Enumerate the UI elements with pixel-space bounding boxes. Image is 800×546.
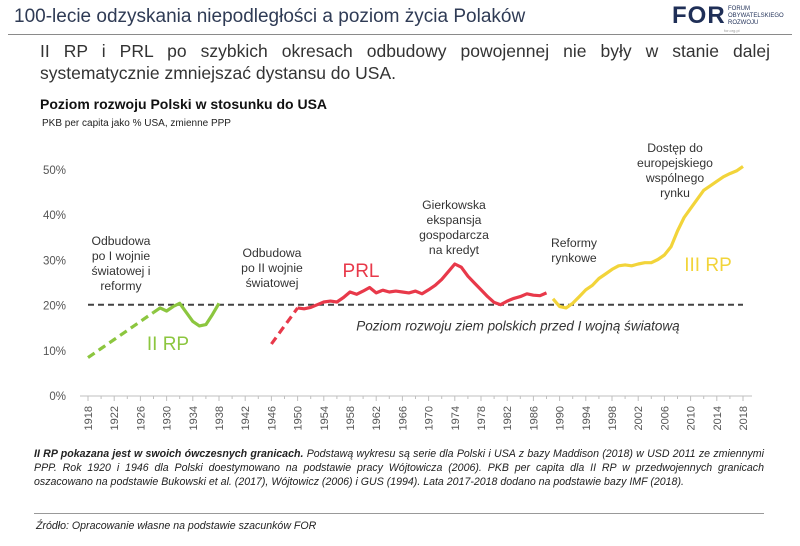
annotation-text: po I wojnie <box>92 249 150 263</box>
reference-line-label: Poziom rozwoju ziem polskich przed I woj… <box>356 319 680 334</box>
annotation-text: światowej <box>246 276 299 290</box>
x-tick-label: 2010 <box>686 406 698 430</box>
footnote-text: Podstawą wykresu są serie dla Polski i U… <box>34 448 764 488</box>
annotation-text: Dostęp do <box>647 141 703 155</box>
annotation-text: po II wojnie <box>241 261 303 275</box>
annotation-text: światowej i <box>92 264 151 278</box>
y-tick-label: 50% <box>43 165 66 177</box>
series-line-prl <box>270 306 299 345</box>
x-tick-label: 1998 <box>607 406 619 430</box>
x-tick-label: 1954 <box>319 406 331 430</box>
annotation-text: Reformy <box>551 236 598 250</box>
annotation-text: rynku <box>660 186 690 200</box>
annotation-text: gospodarcza <box>419 228 489 242</box>
x-tick-label: 1962 <box>371 406 383 430</box>
series-line-iii-rp <box>551 165 744 310</box>
x-tick-label: 1978 <box>476 406 488 430</box>
x-tick-label: 1986 <box>528 406 540 430</box>
annotation-text: Gierkowska <box>422 198 486 212</box>
x-tick-label: 1930 <box>162 406 174 430</box>
source-divider <box>34 513 764 514</box>
x-tick-label: 1946 <box>266 406 278 430</box>
footnote-bold: II RP pokazana jest w swoich ówczesnych … <box>34 448 304 460</box>
series-label-iii-rp: III RP <box>684 255 732 276</box>
logo-subtext: FORUM OBYWATELSKIEGO ROZWOJU <box>728 6 784 26</box>
header-divider <box>8 34 792 35</box>
y-tick-label: 0% <box>49 391 66 403</box>
x-tick-label: 1970 <box>424 406 436 430</box>
annotation-text: Odbudowa <box>243 246 302 260</box>
footnote: II RP pokazana jest w swoich ówczesnych … <box>34 447 764 489</box>
annotation-text: ekspansja <box>427 213 482 227</box>
series-line-prl <box>297 262 548 311</box>
annotation-text: wspólnego <box>645 171 704 185</box>
y-tick-label: 40% <box>43 210 66 222</box>
x-tick-label: 1942 <box>240 406 252 430</box>
x-tick-label: 1938 <box>214 406 226 430</box>
x-tick-label: 1982 <box>502 406 514 430</box>
x-tick-label: 1950 <box>293 406 305 430</box>
lead-text: II RP i PRL po szybkich okresach odbudow… <box>40 41 770 83</box>
series-line-ii-rp <box>152 301 221 328</box>
x-tick-label: 2002 <box>633 406 645 430</box>
source-text: Źródło: Opracowanie własne na podstawie … <box>36 520 317 532</box>
series-label-prl: PRL <box>343 261 380 282</box>
x-tick-label: 1918 <box>83 406 95 430</box>
x-tick-label: 2006 <box>659 406 671 430</box>
logo-text: FOR <box>672 2 726 29</box>
page-title: 100-lecie odzyskania niepodległości a po… <box>14 6 526 27</box>
chart-title: Poziom rozwoju Polski w stosunku do USA <box>40 96 328 112</box>
x-tick-label: 1958 <box>345 406 357 430</box>
annotation-text: rynkowe <box>551 251 597 265</box>
series-line-ii-rp <box>87 311 155 359</box>
logo-url: for.org.pl <box>724 28 740 33</box>
x-tick-label: 2014 <box>712 406 724 430</box>
y-tick-label: 20% <box>43 301 66 313</box>
x-tick-label: 2018 <box>738 406 750 430</box>
x-tick-label: 1922 <box>109 406 121 430</box>
annotation-text: europejskiego <box>637 156 713 170</box>
series-label-ii-rp: II RP <box>147 334 189 355</box>
annotation-text: reformy <box>100 279 142 293</box>
x-tick-label: 1974 <box>450 406 462 430</box>
x-tick-label: 1926 <box>135 406 147 430</box>
annotation-text: na kredyt <box>429 243 480 257</box>
x-tick-label: 1934 <box>188 406 200 430</box>
for-logo: FOR FORUM OBYWATELSKIEGO ROZWOJU for.org… <box>672 2 790 34</box>
annotation-text: Odbudowa <box>92 234 151 248</box>
x-tick-label: 1966 <box>397 406 409 430</box>
x-tick-label: 1990 <box>555 406 567 430</box>
x-tick-label: 1994 <box>581 406 593 430</box>
y-tick-label: 30% <box>43 255 66 267</box>
y-tick-label: 10% <box>43 346 66 358</box>
chart-subtitle: PKB per capita jako % USA, zmienne PPP <box>42 118 231 129</box>
